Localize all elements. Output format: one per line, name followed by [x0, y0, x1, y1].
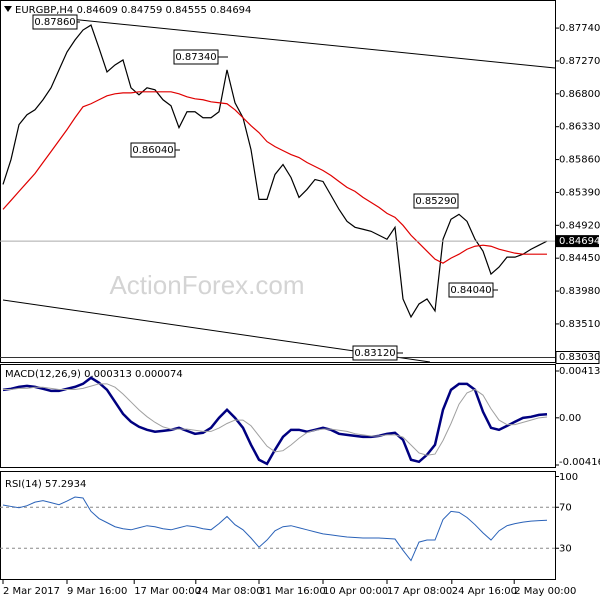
level-box	[555, 351, 600, 365]
price-panel	[0, 0, 556, 363]
y-tick-label: 70	[559, 502, 572, 513]
series-line	[2, 496, 548, 562]
x-tick-label: 31 Mar 16:00	[259, 586, 326, 597]
annotation-label: 0.83120	[354, 348, 395, 359]
y-tick-label: 0.86800	[559, 89, 600, 100]
y-tick-label: 0.83510	[559, 319, 600, 330]
annotation-box	[130, 142, 176, 158]
annotation-label: 0.84040	[450, 285, 491, 296]
y-tick-label: 0.87270	[559, 56, 600, 67]
x-tick-label: 24 Apr 16:00	[452, 586, 517, 597]
annotation-label: 0.87340	[175, 52, 216, 63]
y-tick-label: 0.84920	[559, 220, 600, 231]
chart-title: EURGBP,H4 0.84609 0.84759 0.84555 0.8469…	[15, 5, 251, 16]
watermark: ActionForex.com	[109, 270, 304, 300]
macd-title: MACD(12,26,9) 0.000313 0.000074	[5, 369, 183, 380]
current-price-box	[556, 235, 599, 248]
x-tick-label: 24 Mar 08:00	[196, 586, 263, 597]
x-tick-label: 2 May 00:00	[514, 586, 576, 597]
x-tick-label: 17 Mar 00:00	[134, 586, 201, 597]
y-tick-label: 0.004131	[559, 366, 600, 377]
y-tick-label: 0.84450	[559, 253, 600, 264]
series-line	[3, 383, 548, 456]
series-line	[2, 24, 548, 319]
y-tick-label: 30	[559, 543, 572, 554]
x-tick-label: 17 Apr 08:00	[387, 586, 452, 597]
y-tick-label: 0.83980	[559, 286, 600, 297]
annotation-box	[448, 282, 494, 298]
annotation-box	[413, 193, 459, 209]
y-tick-label: 0.00	[559, 413, 581, 424]
rsi-panel	[0, 471, 556, 580]
y-tick-label: 0.83030	[559, 352, 600, 363]
y-tick-label: 100	[559, 472, 578, 483]
x-tick-label: 2 Mar 2017	[3, 586, 60, 597]
menu-icon	[4, 6, 12, 12]
annotation-box	[173, 49, 219, 65]
x-tick-label: 10 Apr 00:00	[323, 586, 388, 597]
annotation-label: 0.85290	[415, 196, 456, 207]
macd-panel	[0, 364, 556, 468]
annotation-label: 0.87860	[34, 17, 75, 28]
annotation-box	[32, 14, 78, 30]
y-tick-label: 0.87740	[559, 23, 600, 34]
annotation-box	[352, 345, 398, 361]
y-tick-label: 0.85390	[559, 187, 600, 198]
y-tick-label: 0.85860	[559, 155, 600, 166]
current-price-label: 0.84694	[559, 236, 600, 247]
y-tick-label: 0.86330	[559, 122, 600, 133]
series-line	[2, 91, 547, 264]
channel-line	[59, 17, 556, 69]
y-tick-label: -0.004162	[559, 457, 600, 468]
annotation-label: 0.86040	[132, 145, 173, 156]
rsi-title: RSI(14) 57.2934	[5, 479, 86, 490]
series-line	[2, 376, 548, 466]
x-tick-label: 9 Mar 16:00	[67, 586, 127, 597]
